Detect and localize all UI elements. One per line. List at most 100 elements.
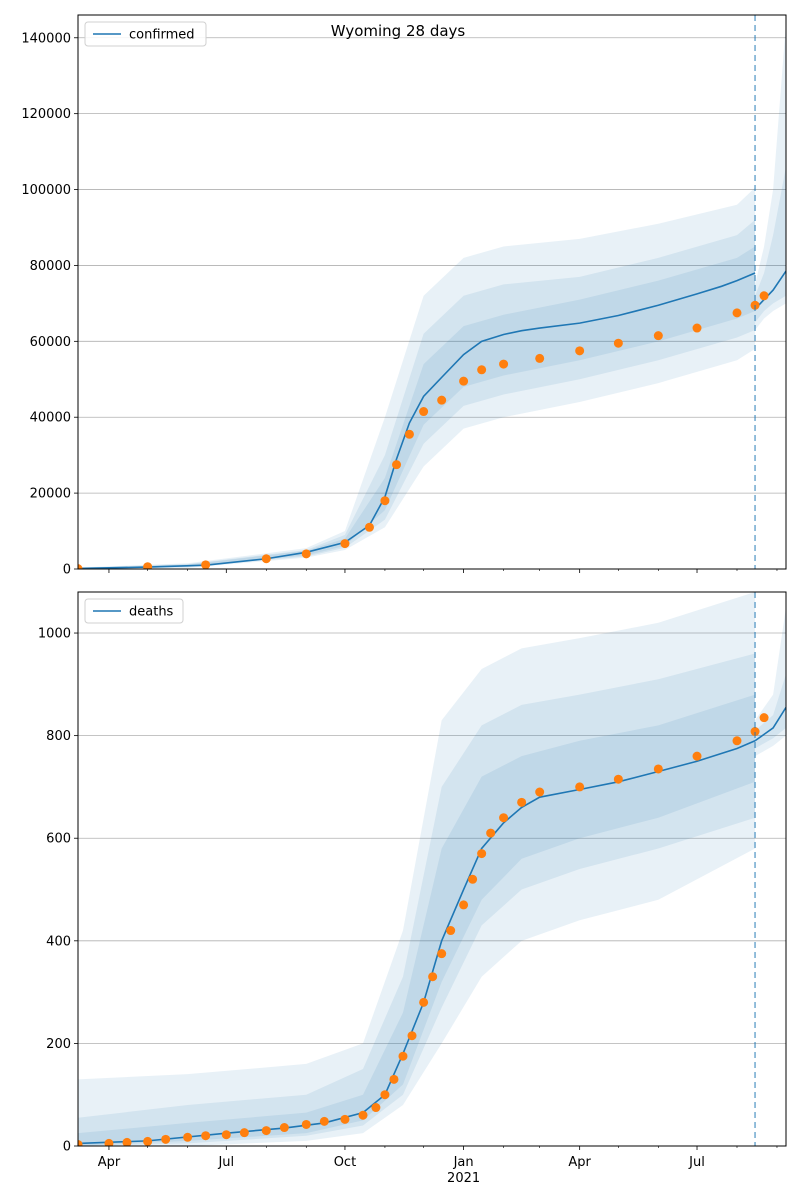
x-tick-label: Oct (334, 1155, 356, 1170)
data-point (358, 1110, 368, 1120)
y-tick-label: 100000 (21, 183, 71, 198)
data-point (221, 1130, 231, 1140)
data-point (419, 407, 429, 417)
data-point (201, 560, 211, 569)
uncertainty-band (78, 592, 756, 1146)
data-point (398, 1051, 408, 1061)
data-point (477, 365, 487, 375)
data-point (143, 1136, 153, 1146)
figure-title: Wyoming 28 days (331, 22, 466, 40)
x-tick-label: Jan (453, 1155, 474, 1170)
confirmed-panel: 0 20000 40000 60000 80000 100000 120000 140000 c… (21, 14, 787, 578)
data-point (143, 562, 153, 569)
data-point (446, 926, 456, 936)
data-point (78, 1139, 83, 1146)
data-point (535, 787, 545, 797)
data-point (364, 522, 374, 532)
y-tick-label: 600 (46, 832, 71, 847)
data-point (486, 828, 496, 838)
data-point (759, 291, 769, 301)
data-point (517, 797, 527, 807)
data-point (371, 1103, 381, 1113)
data-point (428, 972, 438, 982)
series-line-forecast (754, 706, 786, 742)
data-point (732, 308, 742, 318)
y-tick-label: 60000 (30, 335, 71, 350)
y-tick-label: 80000 (30, 259, 71, 274)
data-point (122, 1137, 132, 1146)
y-tick-label: 120000 (21, 107, 71, 122)
data-point (104, 1138, 114, 1146)
data-point (613, 774, 623, 784)
data-point (750, 727, 760, 737)
data-point (301, 549, 311, 559)
data-point (437, 949, 447, 959)
y-tick-label: 140000 (21, 31, 71, 46)
y-tick-label: 0 (63, 1140, 71, 1155)
x-tick-label: Jul (688, 1155, 705, 1170)
plot-area (78, 22, 786, 569)
data-point (459, 376, 469, 386)
y-tick-label: 200 (46, 1037, 71, 1052)
data-point (732, 736, 742, 746)
data-point (404, 429, 414, 439)
legend: confirmed (84, 21, 207, 47)
axes-frame (77, 591, 787, 1147)
y-tick-label: 40000 (30, 411, 71, 426)
legend-box (84, 21, 207, 47)
data-point (535, 353, 545, 363)
uncertainty-band (755, 674, 786, 749)
legend-label: confirmed (129, 28, 195, 43)
data-point (389, 1074, 399, 1084)
data-point (392, 460, 402, 470)
x-year-label: 2021 (447, 1171, 480, 1186)
data-point (477, 849, 487, 859)
data-point (319, 1116, 329, 1126)
data-point (692, 323, 702, 333)
data-point (575, 346, 585, 356)
data-point (468, 874, 478, 884)
axes-frame (77, 14, 787, 570)
data-point (407, 1031, 417, 1041)
series-line-confirmed (78, 272, 756, 569)
y-tick-label: 800 (46, 729, 71, 744)
data-point (575, 782, 585, 792)
uncertainty-band (78, 246, 756, 569)
y-tick-label: 400 (46, 934, 71, 949)
data-point (340, 1114, 350, 1124)
uncertainty-band (78, 187, 756, 569)
uncertainty-band (78, 694, 756, 1146)
data-point (201, 1131, 211, 1141)
legend-box (84, 598, 184, 624)
deaths-panel: 0 200 400 600 800 1000 Apr Jul Oct Jan Apr Jul 2021 d… (38, 591, 787, 1186)
legend: deaths (84, 598, 184, 624)
series-line-deaths (78, 740, 756, 1145)
data-point (653, 331, 663, 341)
data-point (301, 1119, 311, 1129)
data-point (692, 751, 702, 761)
uncertainty-band (78, 653, 756, 1146)
data-point (161, 1134, 171, 1144)
series-line-forecast (754, 270, 786, 310)
data-point (653, 764, 663, 774)
data-point (380, 1090, 390, 1100)
data-point (340, 539, 350, 549)
legend-label: deaths (129, 605, 174, 620)
data-point (279, 1123, 289, 1133)
data-point (613, 338, 623, 348)
x-tick-label: Jul (217, 1155, 234, 1170)
data-point (261, 554, 271, 564)
x-tick-label: Apr (568, 1155, 591, 1170)
plot-area (78, 592, 786, 1146)
x-tick-label: Apr (98, 1155, 121, 1170)
data-point (239, 1128, 249, 1138)
data-point (78, 564, 83, 569)
data-point (437, 395, 447, 405)
data-point (380, 496, 390, 506)
data-point (459, 900, 469, 910)
data-point (759, 713, 769, 723)
data-point (499, 813, 509, 823)
y-tick-label: 20000 (30, 487, 71, 502)
uncertainty-band (78, 219, 756, 569)
